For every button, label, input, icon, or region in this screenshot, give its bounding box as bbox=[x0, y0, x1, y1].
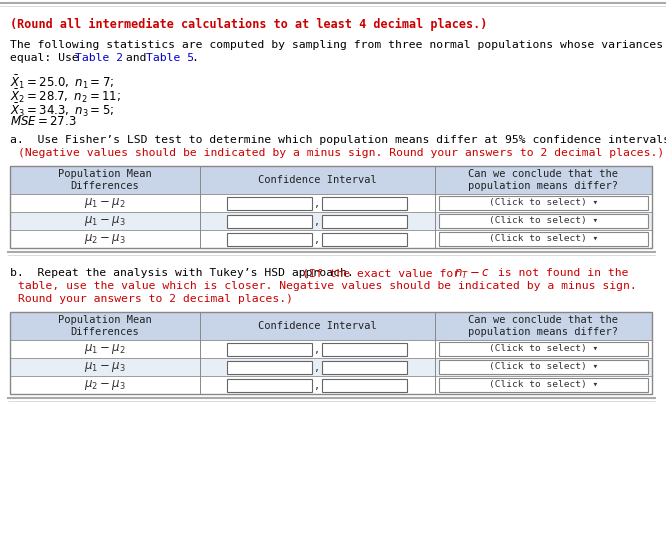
Text: Population Mean
Differences: Population Mean Differences bbox=[58, 315, 152, 337]
FancyBboxPatch shape bbox=[10, 166, 652, 194]
FancyBboxPatch shape bbox=[322, 196, 406, 209]
FancyBboxPatch shape bbox=[226, 361, 312, 374]
Text: $\mu_2 - \mu_3$: $\mu_2 - \mu_3$ bbox=[84, 378, 126, 392]
Text: $\mu_1 - \mu_2$: $\mu_1 - \mu_2$ bbox=[84, 342, 126, 356]
FancyBboxPatch shape bbox=[322, 214, 406, 227]
FancyBboxPatch shape bbox=[226, 214, 312, 227]
Text: The following statistics are computed by sampling from three normal populations : The following statistics are computed by… bbox=[10, 40, 666, 50]
Text: $\mu_1 - \mu_2$: $\mu_1 - \mu_2$ bbox=[84, 196, 126, 210]
Text: (Click to select) ▾: (Click to select) ▾ bbox=[489, 234, 598, 244]
Text: Population Mean
Differences: Population Mean Differences bbox=[58, 169, 152, 191]
FancyBboxPatch shape bbox=[322, 379, 406, 392]
Text: is not found in the: is not found in the bbox=[491, 268, 629, 278]
Text: $\mu_1 - \mu_3$: $\mu_1 - \mu_3$ bbox=[84, 214, 126, 228]
Text: (If the exact value for: (If the exact value for bbox=[302, 268, 467, 278]
Text: equal: Use: equal: Use bbox=[10, 53, 86, 63]
Text: (Click to select) ▾: (Click to select) ▾ bbox=[489, 362, 598, 372]
Text: $n_T - c$: $n_T - c$ bbox=[454, 268, 490, 281]
FancyBboxPatch shape bbox=[439, 360, 648, 374]
Text: ,: , bbox=[316, 232, 320, 245]
FancyBboxPatch shape bbox=[226, 379, 312, 392]
Text: ,: , bbox=[316, 196, 320, 209]
Text: Round your answers to 2 decimal places.): Round your answers to 2 decimal places.) bbox=[18, 294, 293, 304]
FancyBboxPatch shape bbox=[322, 232, 406, 245]
Text: (Click to select) ▾: (Click to select) ▾ bbox=[489, 380, 598, 390]
FancyBboxPatch shape bbox=[10, 312, 652, 340]
Text: ,: , bbox=[316, 214, 320, 227]
Text: .: . bbox=[191, 53, 198, 63]
Text: $\mu_2 - \mu_3$: $\mu_2 - \mu_3$ bbox=[84, 232, 126, 246]
Text: (Negative values should be indicated by a minus sign. Round your answers to 2 de: (Negative values should be indicated by … bbox=[18, 148, 664, 158]
Text: (Click to select) ▾: (Click to select) ▾ bbox=[489, 217, 598, 226]
FancyBboxPatch shape bbox=[10, 212, 652, 230]
FancyBboxPatch shape bbox=[439, 342, 648, 356]
Text: table, use the value which is closer. Negative values should be indicated by a m: table, use the value which is closer. Ne… bbox=[18, 281, 637, 291]
FancyBboxPatch shape bbox=[10, 376, 652, 394]
FancyBboxPatch shape bbox=[226, 343, 312, 355]
Text: b.  Repeat the analysis with Tukey’s HSD approach.: b. Repeat the analysis with Tukey’s HSD … bbox=[10, 268, 360, 278]
Text: $MSE = 27.3$: $MSE = 27.3$ bbox=[10, 115, 77, 128]
Text: Table 2: Table 2 bbox=[75, 53, 123, 63]
Text: Confidence Interval: Confidence Interval bbox=[258, 321, 377, 331]
Text: ,: , bbox=[316, 379, 320, 392]
Text: Can we conclude that the
population means differ?: Can we conclude that the population mean… bbox=[468, 169, 619, 191]
FancyBboxPatch shape bbox=[10, 230, 652, 248]
FancyBboxPatch shape bbox=[10, 194, 652, 212]
FancyBboxPatch shape bbox=[439, 214, 648, 228]
Text: ,: , bbox=[316, 361, 320, 374]
FancyBboxPatch shape bbox=[322, 343, 406, 355]
Text: (Click to select) ▾: (Click to select) ▾ bbox=[489, 199, 598, 207]
FancyBboxPatch shape bbox=[322, 361, 406, 374]
FancyBboxPatch shape bbox=[439, 232, 648, 246]
FancyBboxPatch shape bbox=[439, 196, 648, 210]
Text: $\mu_1 - \mu_3$: $\mu_1 - \mu_3$ bbox=[84, 360, 126, 374]
Text: ,: , bbox=[316, 343, 320, 355]
Text: (Round all intermediate calculations to at least 4 decimal places.): (Round all intermediate calculations to … bbox=[10, 18, 488, 31]
Text: and: and bbox=[119, 53, 153, 63]
FancyBboxPatch shape bbox=[439, 378, 648, 392]
Text: Can we conclude that the
population means differ?: Can we conclude that the population mean… bbox=[468, 315, 619, 337]
Text: $\bar{X}_3 = 34.3,\ n_3 = 5;$: $\bar{X}_3 = 34.3,\ n_3 = 5;$ bbox=[10, 101, 115, 119]
Text: (Click to select) ▾: (Click to select) ▾ bbox=[489, 344, 598, 354]
Text: Table 5: Table 5 bbox=[146, 53, 194, 63]
Text: $\bar{X}_1 = 25.0,\ n_1 = 7;$: $\bar{X}_1 = 25.0,\ n_1 = 7;$ bbox=[10, 73, 115, 90]
Text: $\bar{X}_2 = 28.7,\ n_2 = 11;$: $\bar{X}_2 = 28.7,\ n_2 = 11;$ bbox=[10, 87, 121, 104]
FancyBboxPatch shape bbox=[226, 196, 312, 209]
FancyBboxPatch shape bbox=[10, 358, 652, 376]
Text: Confidence Interval: Confidence Interval bbox=[258, 175, 377, 185]
FancyBboxPatch shape bbox=[10, 340, 652, 358]
FancyBboxPatch shape bbox=[226, 232, 312, 245]
Text: a.  Use Fisher’s LSD test to determine which population means differ at 95% conf: a. Use Fisher’s LSD test to determine wh… bbox=[10, 135, 666, 145]
